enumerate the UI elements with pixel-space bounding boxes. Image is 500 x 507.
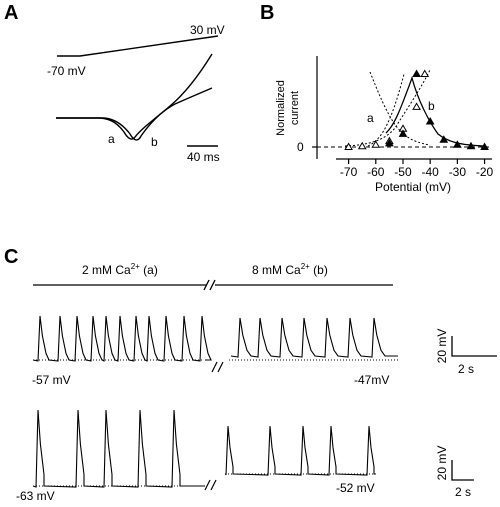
x-tick-label: -30 — [449, 165, 467, 179]
data-point-b — [480, 142, 489, 150]
time-scale-label: 40 ms — [187, 150, 220, 164]
y-tick-label-zero: 0 — [297, 140, 304, 154]
y-axis-label-line1: Normalized — [275, 80, 287, 136]
row1-right-baseline-label: -47mV — [354, 373, 389, 387]
data-point-a — [412, 102, 421, 110]
axis-break-2 — [209, 279, 216, 291]
x-axis-label: Potential (mV) — [375, 180, 451, 194]
condition-left-label: 2 mM Ca2+ (a) — [82, 262, 158, 277]
panel-c: 2 mM Ca2+ (a) 8 mM Ca2+ (b) -57 mV -47mV… — [16, 262, 497, 503]
data-point-a — [371, 140, 381, 148]
scale1-bar — [451, 336, 497, 357]
curve-a-label: a — [367, 111, 374, 125]
panel-b-letter: B — [260, 2, 275, 24]
trace-a-label: a — [108, 132, 115, 146]
y-axis-label-line2: current — [289, 91, 301, 125]
scale1-voltage-label: 20 mV — [435, 329, 449, 364]
ramp-start-label: -70 mV — [47, 64, 86, 78]
panel-b: Normalized current 0 -70 -60 -50 -40 -30 -20 … — [275, 56, 494, 194]
voltage-ramp-line — [57, 35, 219, 57]
x-tick-label: -40 — [422, 165, 440, 179]
condition-right-label: 8 mM Ca2+ (b) — [252, 262, 328, 277]
scale2-voltage-label: 20 mV — [435, 446, 449, 481]
scale2-time-label: 2 s — [455, 485, 471, 499]
row2-break-1 — [204, 479, 211, 491]
x-tick-label: -50 — [394, 165, 412, 179]
data-point-b — [412, 69, 421, 77]
fit-curve-a — [344, 69, 431, 147]
row1-left-baseline-label: -57 mV — [32, 373, 71, 387]
panel-a-letter: A — [4, 2, 19, 24]
panel-c-letter: C — [4, 246, 19, 268]
axis-break-1 — [203, 279, 210, 291]
data-point-b — [452, 140, 462, 148]
current-trace-a — [56, 53, 213, 140]
row1-break-1 — [211, 361, 218, 373]
row2-right-trace — [225, 425, 376, 476]
fit-curve-b-rise — [367, 73, 405, 147]
x-tick-label: -20 — [476, 165, 494, 179]
row2-left-baseline-label: -63 mV — [16, 489, 55, 503]
row1-right-trace — [230, 317, 398, 358]
current-trace-b — [56, 87, 213, 141]
row1-left-trace — [32, 315, 212, 362]
data-points — [344, 69, 489, 150]
x-tick-label: -60 — [367, 165, 385, 179]
row1-break-2 — [217, 361, 224, 373]
panel-a: 30 mV -70 mV a b 40 ms — [47, 23, 225, 164]
trace-b-label: b — [151, 135, 158, 149]
scale1-time-label: 2 s — [458, 362, 474, 376]
x-tick-label: -70 — [340, 165, 358, 179]
data-point-b — [398, 129, 408, 137]
row2-left-trace — [32, 409, 205, 488]
data-point-b — [385, 138, 394, 147]
ramp-end-label: 30 mV — [190, 23, 225, 37]
row2-right-baseline-label: -52 mV — [336, 481, 375, 495]
row2-break-2 — [210, 479, 217, 491]
fit-curve-b — [385, 75, 485, 147]
data-point-b — [466, 141, 476, 150]
x-ticks: -70 -60 -50 -40 -30 -20 — [340, 159, 494, 179]
data-point-a — [344, 142, 353, 150]
curve-b-label: b — [428, 99, 435, 113]
data-point-b — [425, 116, 435, 125]
data-point-a — [357, 141, 367, 150]
fit-curve-a-fall — [369, 71, 431, 146]
data-point-b — [439, 135, 449, 143]
data-point-a — [420, 69, 430, 77]
scale2-bar — [451, 460, 474, 481]
